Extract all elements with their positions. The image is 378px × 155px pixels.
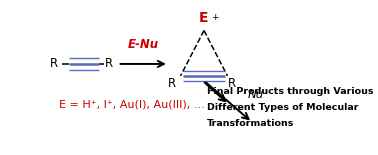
Text: R: R xyxy=(104,58,113,71)
Text: E-Nu: E-Nu xyxy=(127,38,159,51)
Text: +: + xyxy=(211,13,218,22)
Text: R: R xyxy=(228,77,236,90)
Text: E: E xyxy=(199,11,209,24)
Text: Nu: Nu xyxy=(248,89,264,102)
Text: R: R xyxy=(50,58,57,71)
Text: Different Types of Molecular: Different Types of Molecular xyxy=(207,103,358,112)
Text: Transformations: Transformations xyxy=(207,119,294,128)
Text: Final Products through Various: Final Products through Various xyxy=(207,87,373,96)
Text: E = H⁺, I⁺, Au(I), Au(III), ...: E = H⁺, I⁺, Au(I), Au(III), ... xyxy=(59,100,204,110)
Text: R: R xyxy=(167,77,175,90)
